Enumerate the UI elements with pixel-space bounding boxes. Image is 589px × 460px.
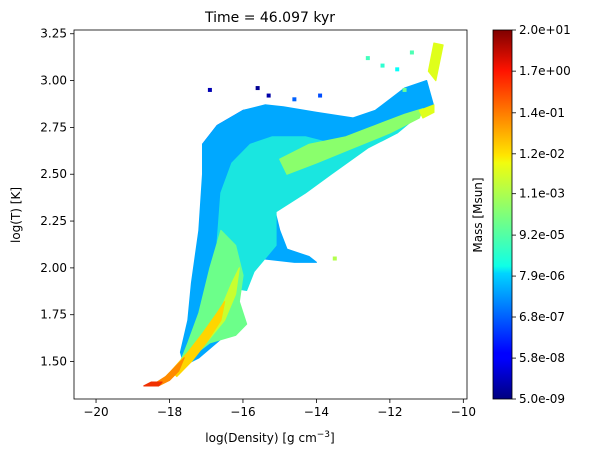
colorbar-tick-label: 5.8e-08 [519, 351, 565, 365]
colorbar-ticks: 5.0e-09 5.8e-08 6.8e-07 7.9e-06 9.2e-05 1.1e-… [512, 23, 571, 406]
density-cell-5 [395, 67, 400, 72]
density-cell-10 [365, 56, 370, 61]
colorbar-tick-label: 1.7e+00 [519, 64, 571, 78]
density-cell-3 [318, 93, 323, 98]
density-region-9 [150, 357, 185, 387]
density-cell-4 [380, 63, 385, 68]
x-tick-label: −18 [157, 405, 182, 419]
x-tick-label: −14 [304, 405, 329, 419]
y-tick-label: 3.00 [40, 74, 67, 88]
x-tick-label: −12 [377, 405, 402, 419]
y-tick-label: 1.75 [40, 308, 67, 322]
x-tick-label: −10 [451, 405, 476, 419]
y-axis-label: log(T) [K] [9, 187, 23, 243]
y-tick-label: 2.75 [40, 120, 67, 134]
density-region-6 [418, 104, 435, 119]
density-cell-6 [409, 50, 414, 55]
chart-title: Time = 46.097 kyr [204, 10, 335, 26]
density-cell-2 [292, 97, 297, 102]
y-tick-label: 3.25 [40, 27, 67, 41]
x-axis-label: log(Density) [g cm−3] [205, 430, 334, 445]
colorbar-tick-label: 1.2e-02 [519, 147, 565, 161]
y-tick-label: 1.50 [40, 355, 67, 369]
colorbar-tick-label: 6.8e-07 [519, 310, 565, 324]
density-cell-8 [207, 87, 212, 92]
x-axis-label-sup: −3 [317, 430, 330, 440]
colorbar-tick-label: 2.0e+01 [519, 23, 571, 37]
colorbar-tick-label: 7.9e-06 [519, 269, 565, 283]
density-cell-1 [266, 93, 271, 98]
density-cell-7 [402, 87, 407, 92]
colorbar-label: Mass [Msun] [471, 177, 485, 252]
y-tick-label: 2.00 [40, 261, 67, 275]
x-axis-label-main: log(Density) [g cm [205, 431, 317, 445]
density-cell-9 [332, 256, 337, 261]
density-region-7 [427, 42, 444, 82]
colorbar-tick-label: 1.1e-03 [519, 187, 565, 201]
x-tick-label: −20 [83, 405, 108, 419]
x-tick-label: −16 [230, 405, 255, 419]
density-cell-0 [255, 86, 260, 91]
heatmap-layer [143, 42, 444, 387]
y-tick-label: 2.50 [40, 167, 67, 181]
colorbar-tick-label: 5.0e-09 [519, 392, 565, 406]
x-axis-label-end: ] [330, 431, 335, 445]
y-tick-label: 2.25 [40, 214, 67, 228]
density-region-10 [143, 381, 163, 387]
colorbar: 5.0e-09 5.8e-08 6.8e-07 7.9e-06 9.2e-05 1.1e-… [471, 23, 571, 406]
plot-area: −20 −18 −16 −14 −12 −10 1.50 1.75 2.00 2.25 2.50 2… [40, 27, 476, 419]
x-axis-ticks: −20 −18 −16 −14 −12 −10 [83, 399, 476, 419]
colorbar-tick-label: 9.2e-05 [519, 228, 565, 242]
colorbar-gradient [492, 29, 513, 400]
plot-frame [73, 29, 468, 400]
y-axis-ticks: 1.50 1.75 2.00 2.25 2.50 2.75 3.00 3.25 [40, 27, 74, 369]
density-region-3 [176, 229, 248, 372]
colorbar-tick-label: 1.4e-01 [519, 106, 565, 120]
